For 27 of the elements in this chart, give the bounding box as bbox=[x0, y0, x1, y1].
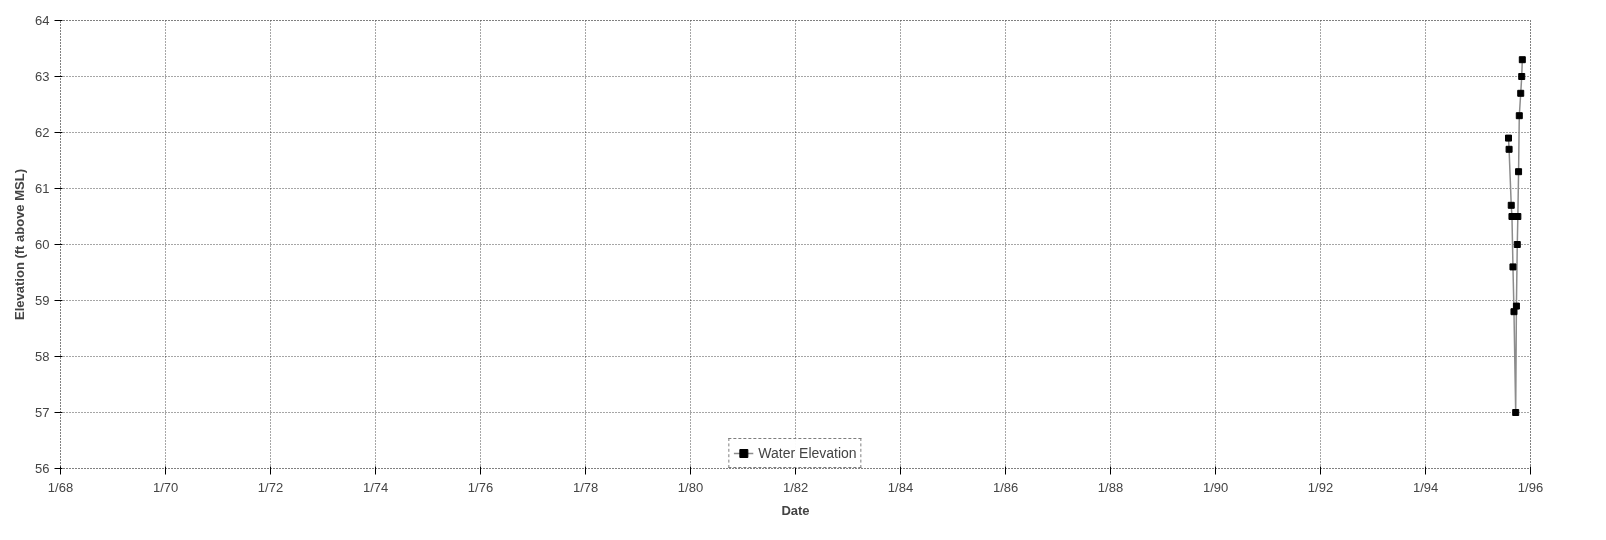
x-tick-label: 1/78 bbox=[572, 479, 599, 495]
x-tick-label: 1/70 bbox=[152, 479, 179, 495]
y-tick-label: 59 bbox=[35, 293, 50, 308]
x-tick-label: 1/88 bbox=[1097, 479, 1124, 495]
legend-label: Water Elevation bbox=[758, 445, 857, 461]
x-tick-label: 1/90 bbox=[1202, 479, 1229, 495]
y-tick-label: 56 bbox=[35, 461, 50, 476]
x-tick-label: 1/80 bbox=[677, 479, 704, 495]
x-tick-label: 1/82 bbox=[782, 479, 809, 495]
y-tick-label: 60 bbox=[35, 237, 50, 252]
x-tick-label: 1/68 bbox=[47, 479, 74, 495]
y-axis-title: Elevation (ft above MSL) bbox=[12, 169, 28, 320]
x-tick-label: 1/74 bbox=[362, 479, 389, 495]
y-tick-label: 64 bbox=[35, 13, 50, 28]
y-tick-label: 58 bbox=[35, 349, 50, 364]
x-tick-label: 1/92 bbox=[1307, 479, 1334, 495]
x-axis-title: Date bbox=[781, 502, 810, 518]
x-tick-label: 1/86 bbox=[992, 479, 1019, 495]
y-tick-label: 57 bbox=[35, 405, 50, 420]
y-tick-label: 62 bbox=[35, 125, 50, 140]
x-tick-label: 1/76 bbox=[467, 479, 494, 495]
x-tick-label: 1/72 bbox=[257, 479, 284, 495]
x-tick-label: 1/94 bbox=[1412, 479, 1439, 495]
y-tick-label: 61 bbox=[35, 181, 50, 196]
x-tick-label: 1/84 bbox=[887, 479, 914, 495]
x-tick-label: 1/96 bbox=[1517, 479, 1544, 495]
y-tick-label: 63 bbox=[35, 69, 50, 84]
